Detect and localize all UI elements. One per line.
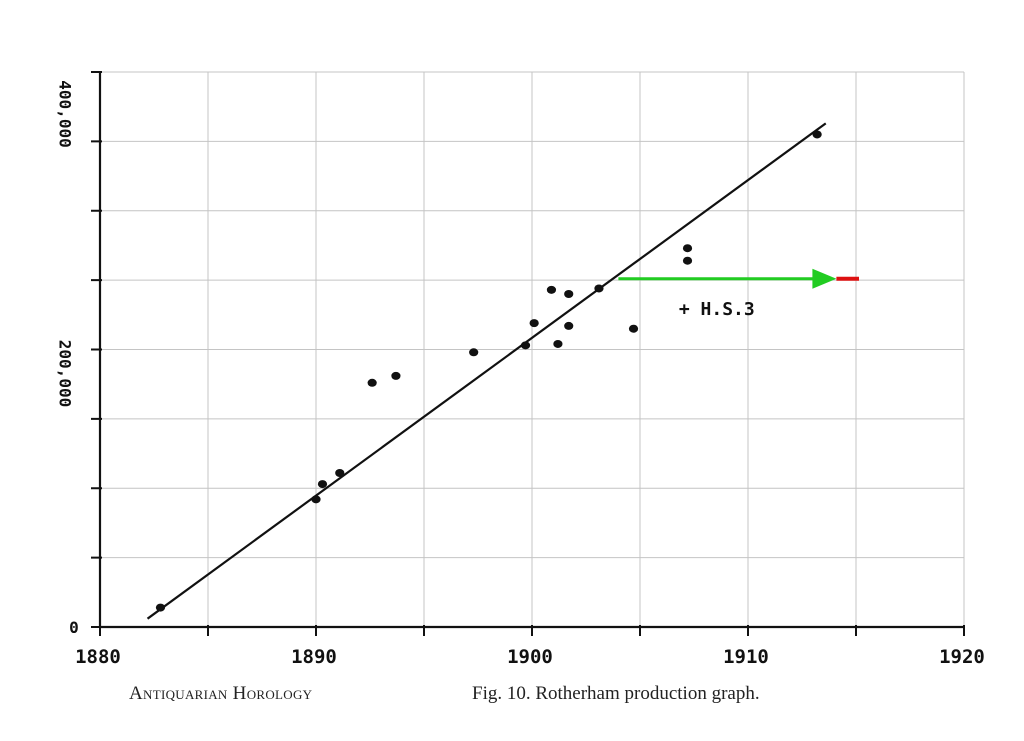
trend-line	[146, 122, 827, 620]
ticks	[91, 71, 965, 636]
y-tick-label-400000: 400,000	[56, 80, 75, 147]
grid	[100, 71, 965, 627]
y-tick-label-0: 0	[69, 618, 79, 637]
data-point-9	[529, 319, 539, 328]
data-points	[155, 130, 822, 612]
annotations: + H.S.3	[679, 299, 755, 320]
data-point-4	[335, 468, 345, 477]
data-point-15	[628, 324, 639, 333]
tick-labels: 1880 1890 1900 1910 1920 0 200,000 400,000	[56, 80, 985, 668]
data-point-12	[564, 321, 574, 330]
data-point-14	[594, 284, 604, 293]
arrow-group	[618, 268, 859, 289]
data-point-6	[391, 371, 401, 380]
data-point-1	[155, 603, 166, 612]
y-tick-label-200000: 200,000	[56, 340, 75, 407]
x-tick-label-1890: 1890	[291, 646, 337, 668]
publication-caption: Antiquarian Horology	[129, 683, 313, 704]
trend-line-group	[146, 122, 827, 620]
annotation-hs3: + H.S.3	[679, 299, 755, 320]
figure-caption: Fig. 10. Rotherham production graph.	[472, 683, 760, 704]
x-tick-label-1880: 1880	[75, 646, 121, 668]
data-point-7	[469, 348, 479, 357]
data-point-17	[682, 244, 693, 253]
data-point-13	[564, 290, 574, 298]
data-point-11	[553, 339, 563, 348]
x-tick-label-1920: 1920	[939, 646, 985, 668]
data-point-18	[812, 130, 822, 139]
x-tick-label-1910: 1910	[723, 646, 769, 668]
data-point-10	[546, 285, 557, 294]
data-point-3	[317, 480, 328, 489]
data-point-16	[682, 256, 693, 265]
x-tick-label-1900: 1900	[507, 646, 553, 668]
data-point-5	[367, 378, 377, 387]
data-point-2	[311, 495, 321, 504]
data-point-8	[520, 341, 531, 350]
arrow-head	[812, 268, 837, 289]
